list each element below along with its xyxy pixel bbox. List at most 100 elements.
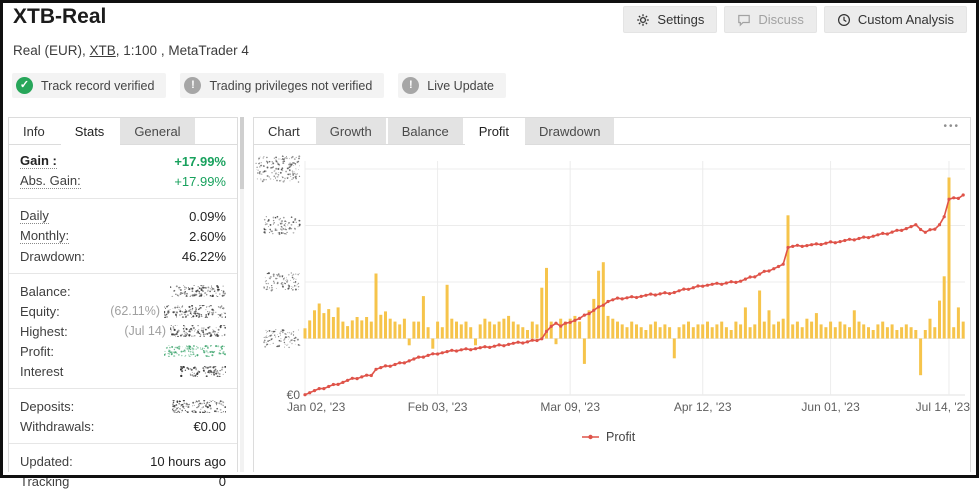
- daily-profit-bar: [900, 327, 903, 338]
- settings-button[interactable]: Settings: [623, 6, 717, 33]
- badge-track-record-verified: ✓ Track record verified: [12, 73, 166, 98]
- profit-line-point: [602, 304, 605, 307]
- daily-profit-bar: [592, 299, 595, 339]
- profit-line-point: [422, 356, 425, 359]
- divider: [9, 388, 237, 389]
- stat-row-absgain: Abs. Gain: +17.99%: [20, 171, 226, 191]
- daily-profit-bar: [753, 324, 756, 338]
- stat-row-balance: Balance:: [20, 281, 226, 301]
- profit-line-point: [947, 198, 950, 201]
- profit-line-point: [805, 244, 808, 247]
- profit-line-point: [412, 357, 415, 360]
- daily-profit-bar: [914, 330, 917, 339]
- sidebar-tab-info: Info: [9, 118, 61, 144]
- profit-line-point: [526, 340, 529, 343]
- stat-label: Withdrawals:: [20, 419, 94, 434]
- daily-profit-bar: [805, 319, 808, 339]
- profit-line-point: [839, 240, 842, 243]
- profit-line-point: [398, 361, 401, 364]
- daily-profit-bar: [848, 327, 851, 338]
- verification-badges: ✓ Track record verified! Trading privilege…: [12, 73, 506, 98]
- chart-tab-chart: Chart: [254, 118, 316, 144]
- profit-line-point: [370, 374, 373, 377]
- custom-analysis-button[interactable]: Custom Analysis: [824, 6, 967, 33]
- x-tick-label: Jun 01, '23: [801, 400, 860, 414]
- profit-line-point: [573, 319, 576, 322]
- redacted-value: [164, 345, 226, 357]
- chart-tab-balance[interactable]: Balance: [388, 118, 465, 144]
- exclamation-icon: !: [402, 77, 419, 94]
- profit-line-point: [512, 342, 515, 345]
- profit-line-point: [739, 280, 742, 283]
- profit-line-point: [569, 321, 572, 324]
- daily-profit-bar: [465, 322, 468, 339]
- daily-profit-bar: [635, 324, 638, 338]
- x-tick-label: Feb 03, '23: [408, 400, 468, 414]
- chart-menu-icon[interactable]: •••: [943, 121, 960, 132]
- chart-tab-drawdown[interactable]: Drawdown: [525, 118, 616, 144]
- daily-profit-bar: [820, 324, 823, 338]
- profit-line-point: [777, 265, 780, 268]
- stat-value: €0.00: [193, 419, 226, 434]
- daily-profit-bar: [422, 296, 425, 338]
- daily-profit-bar: [630, 322, 633, 339]
- profit-line: [305, 195, 963, 395]
- daily-profit-bar: [952, 327, 955, 338]
- daily-profit-bar: [801, 327, 804, 338]
- profit-line-point: [696, 284, 699, 287]
- profit-line-point: [450, 349, 453, 352]
- profit-line-point: [692, 286, 695, 289]
- x-tick-label: Mar 09, '23: [540, 400, 600, 414]
- profit-line-point: [327, 385, 330, 388]
- profit-line-point: [540, 337, 543, 340]
- sidebar-tab-general[interactable]: General: [120, 118, 196, 144]
- profit-line-point: [758, 273, 761, 276]
- profit-line-point: [479, 346, 482, 349]
- daily-profit-bar: [550, 322, 553, 339]
- profit-line-point: [303, 393, 306, 396]
- stat-label[interactable]: Monthly:: [20, 228, 69, 244]
- profit-line-point: [554, 322, 557, 325]
- daily-profit-bar: [768, 310, 771, 338]
- profit-line-point: [365, 374, 368, 377]
- broker-link[interactable]: XTB: [90, 43, 116, 58]
- daily-profit-bar: [791, 324, 794, 338]
- profit-line-point: [545, 330, 548, 333]
- daily-profit-bar: [384, 311, 387, 338]
- profit-line-point: [356, 377, 359, 380]
- daily-profit-bar: [853, 310, 856, 338]
- sidebar-tab-stats[interactable]: Stats: [61, 118, 121, 145]
- stat-value: [180, 366, 226, 377]
- profit-line-point: [502, 344, 505, 347]
- x-tick-label: Jul 14, '23: [916, 400, 970, 414]
- stat-row-monthly: Monthly: 2.60%: [20, 226, 226, 246]
- profit-line-point: [427, 354, 430, 357]
- stat-label: Updated:: [20, 454, 73, 469]
- chart-panel: Chart Growth Balance Profit Drawdown ••• €0 Ja…: [253, 117, 971, 472]
- speech-bubble-icon: [737, 13, 751, 27]
- sidebar-rows: Gain : +17.99% Abs. Gain: +17.99% Daily 0.09%…: [9, 145, 237, 491]
- daily-profit-bar: [337, 307, 340, 338]
- profit-line-point: [403, 361, 406, 364]
- legend-item-profit[interactable]: Profit: [582, 430, 636, 444]
- stat-label[interactable]: Abs. Gain:: [20, 173, 81, 189]
- stat-label[interactable]: Daily: [20, 208, 49, 224]
- daily-profit-bar: [796, 322, 799, 339]
- daily-profit-bar: [621, 324, 624, 338]
- daily-profit-bar: [663, 324, 666, 338]
- stat-label[interactable]: Gain :: [20, 153, 57, 169]
- profit-line-point: [820, 243, 823, 246]
- sidebar-scrollbar[interactable]: [240, 117, 244, 472]
- daily-profit-bar: [332, 317, 335, 339]
- profit-line-point: [796, 244, 799, 247]
- profit-line-point: [824, 242, 827, 245]
- chart-tab-growth[interactable]: Growth: [316, 118, 388, 144]
- profit-line-point: [517, 341, 520, 344]
- scrollbar-thumb[interactable]: [240, 117, 244, 189]
- daily-profit-bar: [782, 319, 785, 339]
- profit-line-point: [872, 235, 875, 238]
- profit-line-point: [630, 295, 633, 298]
- profit-line-point: [625, 296, 628, 299]
- discuss-button[interactable]: Discuss: [724, 6, 817, 33]
- chart-tab-profit[interactable]: Profit: [465, 118, 525, 145]
